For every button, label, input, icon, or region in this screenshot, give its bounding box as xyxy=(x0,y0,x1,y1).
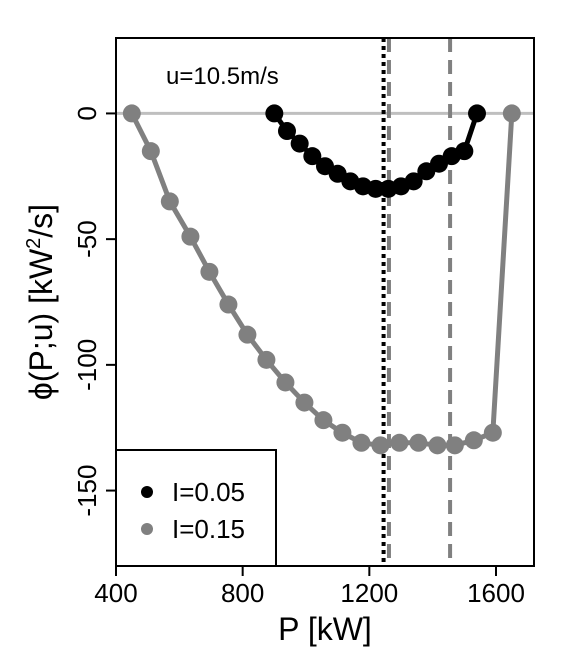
plot-inner xyxy=(116,38,534,566)
legend-label-i005: I=0.05 xyxy=(172,477,245,507)
y-tick-label: 0 xyxy=(72,106,102,120)
x-axis-title: P [kW] xyxy=(278,611,372,647)
y-axis-title-main: ϕ(P;u) [kW xyxy=(23,248,59,400)
x-tick-label: 400 xyxy=(94,578,137,608)
wind-speed-annotation: u=10.5m/s xyxy=(166,63,279,90)
series-1-point xyxy=(276,373,295,392)
series-1-point xyxy=(238,325,257,344)
series-0-point xyxy=(468,104,486,123)
series-1-point xyxy=(181,227,200,246)
series-1-point xyxy=(219,295,238,314)
legend-label-i015: I=0.15 xyxy=(172,514,245,544)
series-1-point xyxy=(141,142,160,161)
y-tick-label: -100 xyxy=(72,339,102,391)
series-1-point xyxy=(122,104,141,123)
legend: I=0.05 I=0.15 xyxy=(115,449,277,567)
x-tick-label: 1200 xyxy=(340,578,398,608)
series-1-point xyxy=(445,436,464,455)
series-0-point xyxy=(455,142,474,161)
y-axis-title-suffix: /s] xyxy=(23,204,59,238)
series-0-point xyxy=(265,104,284,123)
series-0-point xyxy=(290,134,309,153)
series-1-point xyxy=(314,411,333,430)
series-1-point xyxy=(371,436,390,455)
series-1-point xyxy=(409,433,428,452)
series-1-point xyxy=(200,262,219,281)
y-axis-title: ϕ(P;u) [kW2/s] xyxy=(23,204,59,400)
x-tick-label: 1600 xyxy=(467,578,525,608)
series-1-point xyxy=(352,433,371,452)
series-1-point xyxy=(483,423,502,442)
series-1-point xyxy=(390,433,409,452)
series-1-point xyxy=(464,431,483,450)
legend-marker-i005 xyxy=(141,486,153,498)
x-tick-label: 800 xyxy=(221,578,264,608)
series-0-point xyxy=(278,122,296,141)
legend-box xyxy=(115,449,277,567)
series-1-point xyxy=(502,104,521,123)
plot-frame xyxy=(115,37,535,567)
series-0-point xyxy=(366,179,385,198)
series-1-point xyxy=(333,423,352,442)
y-tick-label: -50 xyxy=(72,220,102,258)
y-axis-title-superscript: 2 xyxy=(23,238,45,249)
series-0-point xyxy=(404,172,423,191)
series-1-point xyxy=(428,436,447,455)
plot-area xyxy=(115,37,535,567)
series-0-point xyxy=(303,147,322,166)
y-tick-label: -150 xyxy=(72,465,102,517)
series-1-point xyxy=(257,350,276,369)
series-1-point xyxy=(295,393,314,412)
legend-marker-i015 xyxy=(141,523,153,535)
series-1-point xyxy=(160,192,179,211)
